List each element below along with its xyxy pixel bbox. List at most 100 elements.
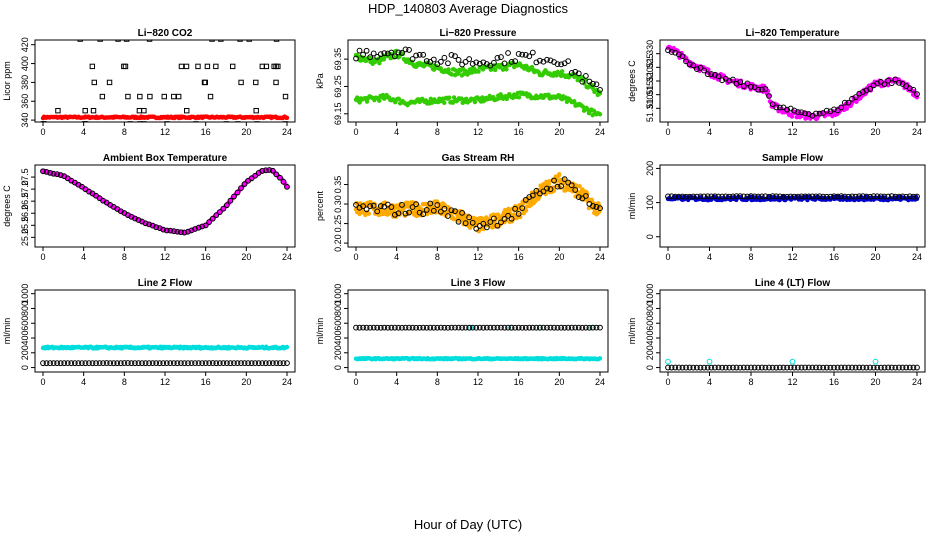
data-point [597, 86, 603, 93]
data-point [213, 63, 219, 70]
data-point [266, 360, 273, 367]
data-point [434, 202, 441, 208]
x-tick-label: 12 [787, 252, 797, 262]
data-point [565, 324, 572, 331]
data-point [284, 344, 290, 350]
data-point [57, 172, 64, 178]
data-point [572, 187, 579, 193]
data-point [874, 364, 881, 371]
x-tick-label: 0 [353, 377, 358, 387]
data-point [363, 47, 370, 54]
data-point [353, 201, 359, 208]
data-point [504, 67, 509, 72]
data-point [230, 63, 236, 70]
data-point [55, 107, 61, 114]
y-tick-label: 1000 [333, 284, 343, 304]
data-point [487, 62, 494, 69]
data-point [255, 360, 262, 367]
data-point [466, 214, 473, 221]
x-tick-label: 8 [122, 377, 127, 387]
data-point [391, 324, 398, 331]
data-point [874, 80, 881, 87]
data-point [391, 211, 398, 218]
data-point [547, 179, 552, 184]
data-point [428, 96, 433, 102]
plot-frame [34, 39, 296, 123]
data-point [429, 62, 434, 67]
plot-frame [659, 164, 926, 248]
data-point [185, 360, 191, 367]
data-point [494, 222, 501, 229]
data-point [377, 98, 382, 103]
data-point [544, 185, 550, 192]
data-point [96, 360, 103, 366]
data-point [100, 360, 107, 367]
y-tick-label: 0.25 [333, 215, 343, 233]
x-tick-label: 20 [554, 127, 564, 137]
data-point [71, 360, 78, 367]
y-tick-label: 26.5 [20, 192, 30, 210]
data-point [597, 356, 603, 361]
data-point [220, 360, 227, 367]
data-point [706, 358, 713, 365]
data-point [147, 93, 153, 100]
data-point [395, 210, 402, 217]
data-point [47, 170, 53, 176]
data-point [827, 193, 834, 200]
data-point [50, 170, 57, 177]
data-point [202, 360, 209, 366]
data-point [512, 205, 519, 212]
data-point [827, 364, 834, 371]
data-point [395, 324, 402, 331]
data-point [813, 193, 819, 200]
data-point [402, 210, 409, 217]
data-point [353, 324, 359, 331]
data-point [914, 364, 920, 371]
data-point [859, 364, 866, 371]
chart-pressure: Li−820 Pressure 0 4 8 12 16 20 24 69.15 69.25 69.3… [315, 28, 609, 137]
data-point [122, 63, 129, 70]
x-tick-label: 4 [394, 252, 399, 262]
x-tick-label: 4 [81, 377, 86, 387]
data-point [469, 324, 476, 331]
x-tick-label: 12 [160, 377, 170, 387]
data-point [554, 324, 561, 331]
data-point [798, 364, 805, 371]
x-tick-label: 8 [122, 252, 127, 262]
data-point [161, 93, 167, 100]
data-point [366, 211, 372, 216]
data-point [769, 101, 776, 108]
data-point [399, 50, 405, 56]
data-point [493, 67, 498, 73]
data-point [597, 205, 603, 212]
data-point [363, 324, 370, 331]
data-point [697, 364, 704, 371]
x-tick-label: 8 [748, 252, 753, 262]
data-point [755, 193, 762, 200]
data-point [237, 40, 243, 42]
data-point [99, 93, 106, 100]
data-point [593, 204, 600, 210]
data-point [209, 40, 215, 42]
data-point [480, 324, 487, 331]
data-point [284, 183, 290, 190]
x-tick-label: 0 [40, 377, 45, 387]
x-tick-label: 24 [912, 127, 922, 137]
data-point [234, 360, 241, 367]
data-point [773, 364, 780, 371]
y-tick-label: 0 [645, 234, 655, 239]
data-point [524, 63, 529, 69]
x-tick-label: 16 [514, 377, 524, 387]
data-point [491, 59, 497, 66]
data-point [547, 186, 554, 193]
chart-co2: Li−820 CO2 0 4 8 12 16 20 24 340 360 380 400 420 Lico… [2, 28, 296, 137]
series-points [353, 355, 603, 362]
data-point [508, 324, 515, 331]
y-tick-label: 380 [20, 75, 30, 90]
data-point [207, 93, 214, 100]
data-point [766, 364, 772, 371]
data-point [686, 364, 693, 371]
data-point [665, 193, 671, 200]
data-point [885, 193, 892, 200]
x-tick-label: 16 [201, 377, 211, 387]
